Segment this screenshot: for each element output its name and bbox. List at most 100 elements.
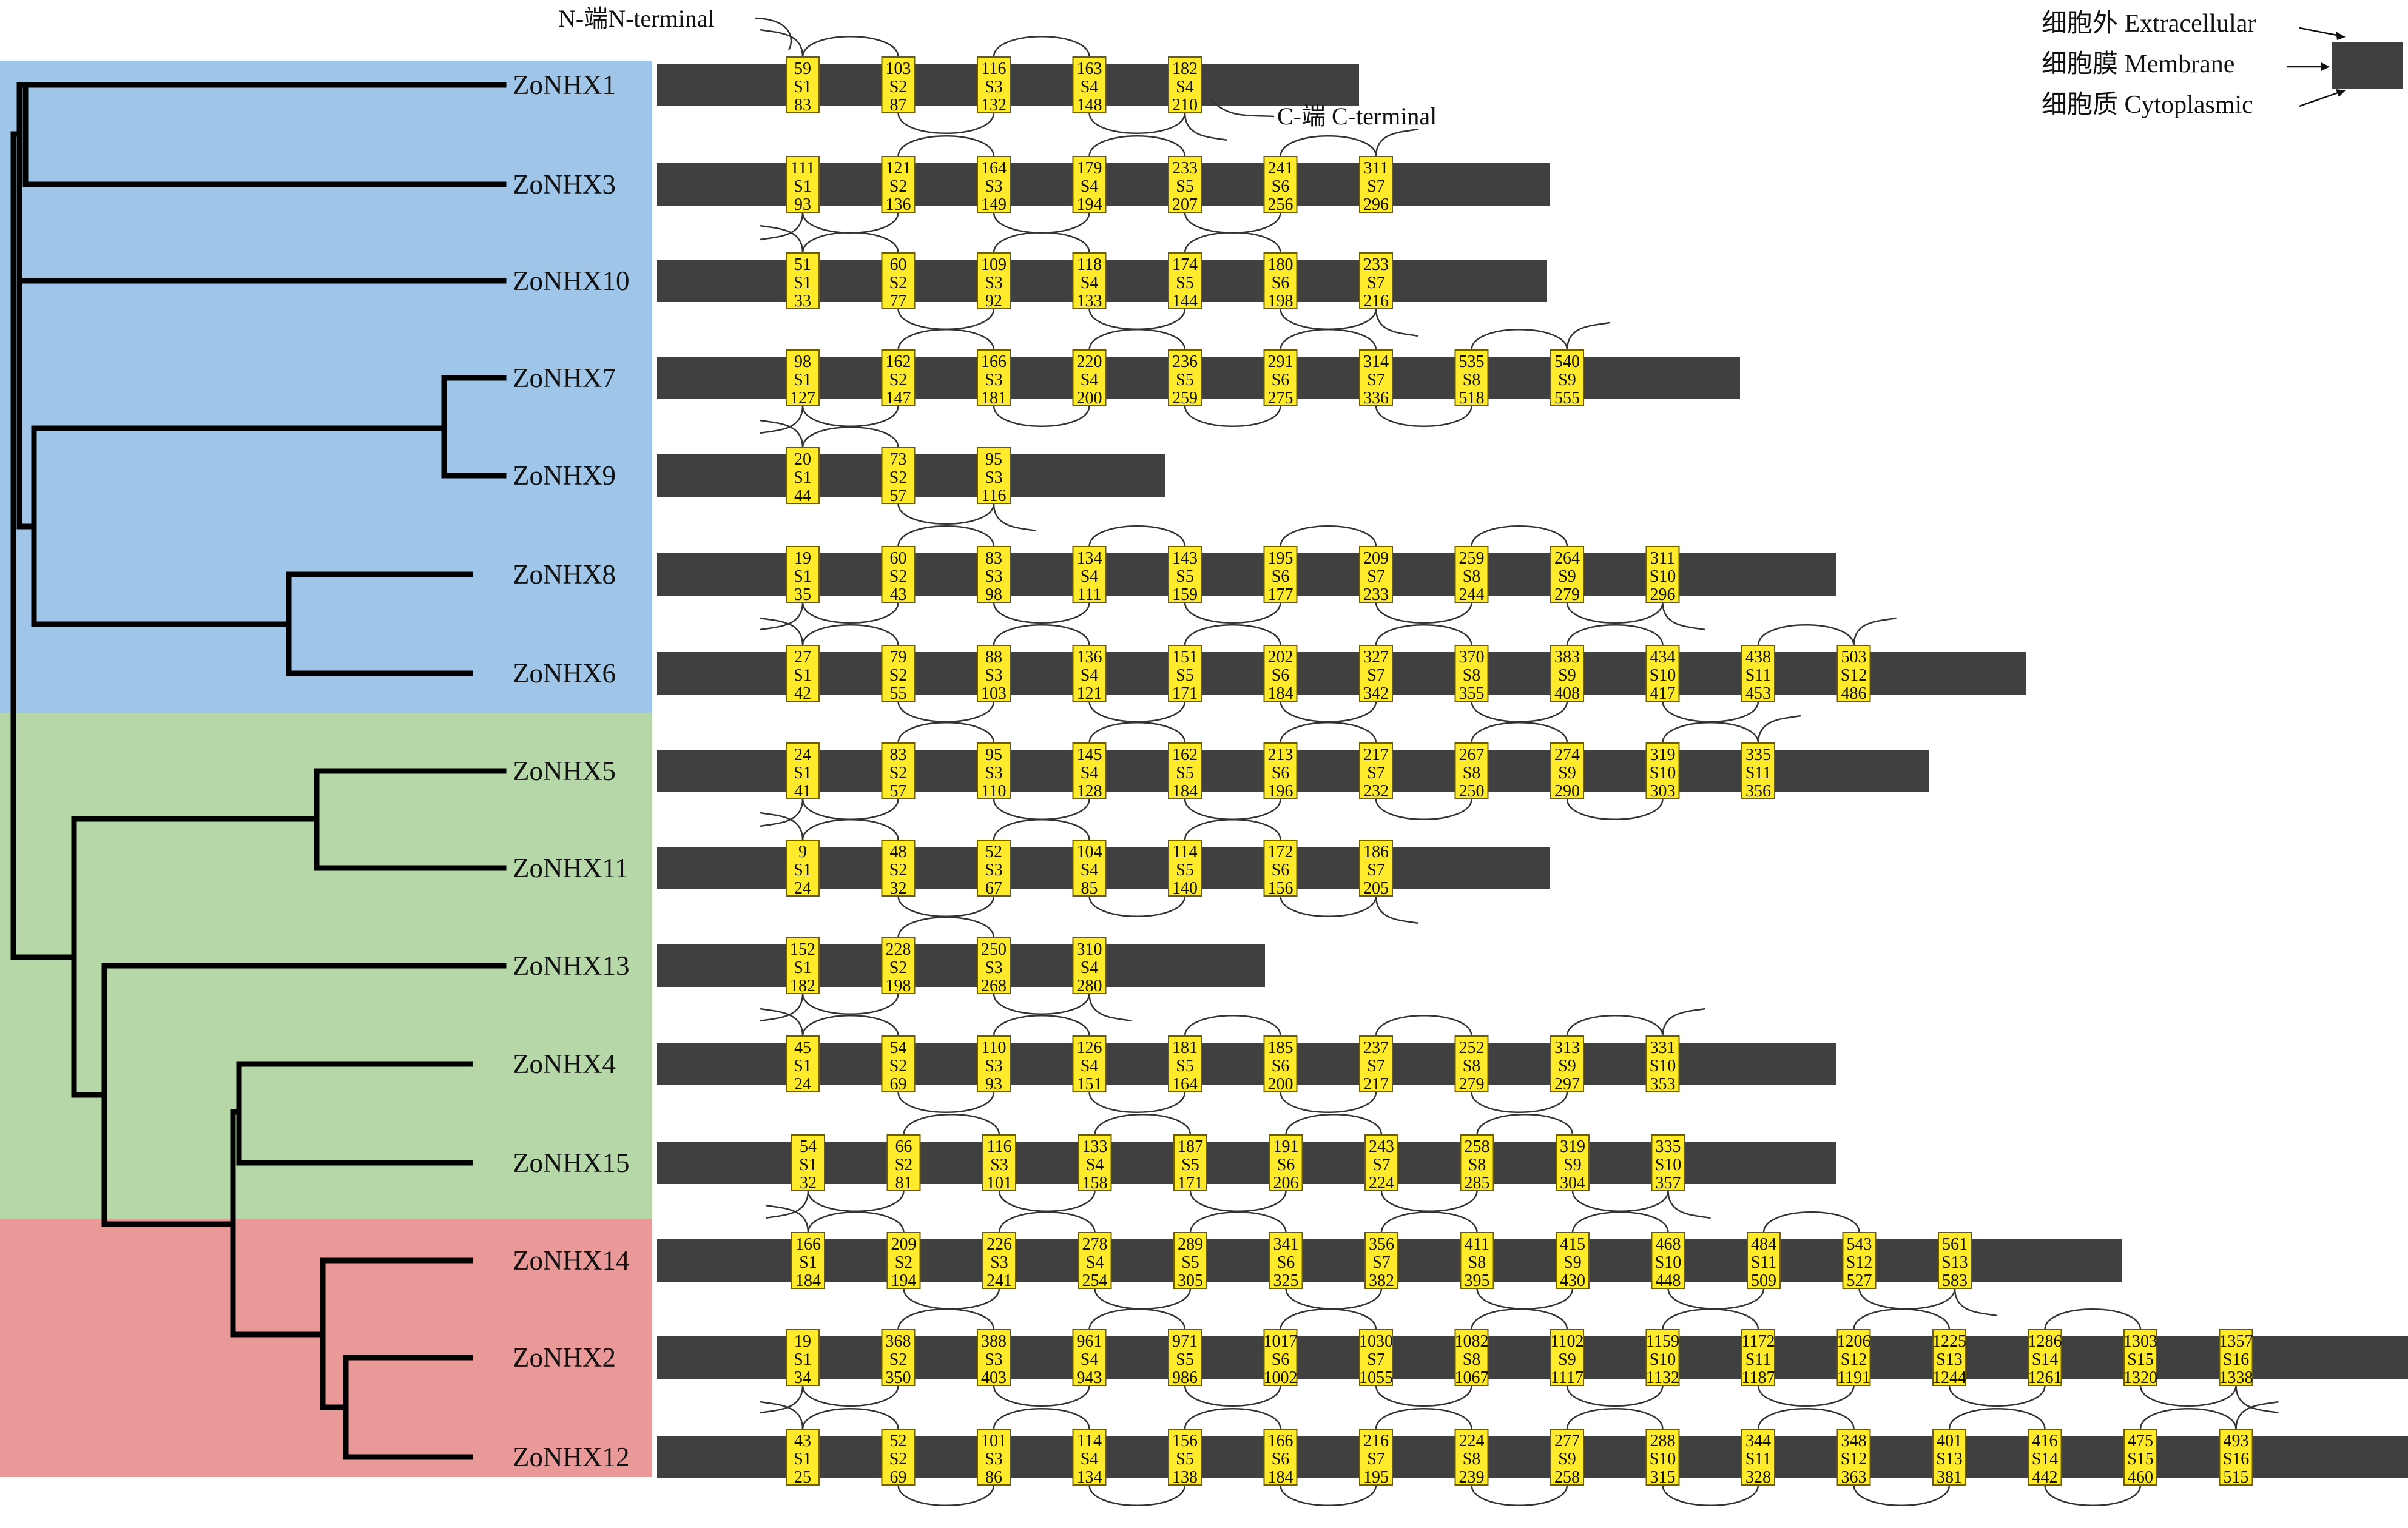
loop-connector xyxy=(1375,405,1472,427)
segment-id: S1 xyxy=(794,468,812,487)
segment-id: S6 xyxy=(1272,861,1290,880)
segment-start-position: 27 xyxy=(794,648,811,667)
loop-connector xyxy=(903,1114,1000,1136)
segment-end-position: 134 xyxy=(1077,1468,1102,1487)
segment-id: S3 xyxy=(985,1350,1003,1369)
segment-end-position: 460 xyxy=(2128,1468,2153,1487)
segment-id: S11 xyxy=(1745,1450,1772,1469)
segment-id: S12 xyxy=(1841,1350,1867,1369)
segment-box xyxy=(1072,840,1107,897)
segment-end-position: 111 xyxy=(1078,585,1102,604)
segment-id: S8 xyxy=(1468,1156,1486,1174)
loop-connector xyxy=(1375,1408,1472,1430)
loop-connector xyxy=(1280,895,1377,917)
segment-box xyxy=(881,252,916,309)
segment-id: S11 xyxy=(1751,1253,1777,1272)
loop-connector xyxy=(1757,624,1855,646)
segment-box xyxy=(977,447,1011,504)
loop-connector xyxy=(801,1408,899,1430)
segment-start-position: 241 xyxy=(1268,159,1293,178)
loop-connector xyxy=(801,426,899,448)
segment-box xyxy=(786,156,820,213)
segment-end-position: 206 xyxy=(1273,1174,1299,1193)
segment-box xyxy=(1269,1134,1303,1191)
segment-id: S4 xyxy=(1081,371,1099,389)
segment-start-position: 368 xyxy=(886,1332,911,1351)
segment-box xyxy=(1359,1429,1393,1486)
segment-box xyxy=(1263,349,1298,406)
segment-id: S9 xyxy=(1558,764,1576,783)
loop-connector xyxy=(1375,1385,1472,1407)
segment-id: S3 xyxy=(985,861,1003,880)
segment-box xyxy=(1173,1134,1207,1191)
loop-connector xyxy=(1375,624,1472,646)
c-terminal-tail xyxy=(1375,308,1419,337)
segment-start-position: 1286 xyxy=(2028,1332,2062,1351)
segment-end-position: 55 xyxy=(890,684,907,703)
segment-id: S5 xyxy=(1176,764,1194,783)
segment-box xyxy=(1359,546,1393,603)
protein-name-label: ZoNHX8 xyxy=(513,559,616,590)
n-terminal-tail xyxy=(760,602,804,631)
segment-box xyxy=(1645,1429,1680,1486)
segment-end-position: 171 xyxy=(1172,684,1198,703)
segment-end-position: 43 xyxy=(890,585,907,604)
loop-connector xyxy=(993,798,1090,820)
segment-box xyxy=(1078,1232,1112,1289)
segment-end-position: 140 xyxy=(1172,879,1198,898)
segment-end-position: 1002 xyxy=(1264,1368,1298,1387)
segment-box xyxy=(977,1035,1011,1092)
segment-id: S4 xyxy=(1086,1156,1104,1174)
segment-id: S4 xyxy=(1081,1450,1099,1469)
legend-membrane-swatch xyxy=(2332,42,2403,89)
segment-end-position: 156 xyxy=(1268,879,1293,898)
segment-end-position: 85 xyxy=(1081,879,1098,898)
segment-start-position: 561 xyxy=(1942,1235,1968,1254)
segment-end-position: 121 xyxy=(1077,684,1102,703)
n-terminal-tail xyxy=(760,1401,804,1430)
segment-end-position: 98 xyxy=(985,585,1002,604)
segment-end-position: 417 xyxy=(1650,684,1676,703)
segment-start-position: 216 xyxy=(1363,1432,1389,1450)
segment-id: S6 xyxy=(1272,177,1290,196)
segment-end-position: 296 xyxy=(1650,585,1676,604)
segment-start-position: 220 xyxy=(1077,352,1102,371)
segment-id: S9 xyxy=(1558,1350,1576,1369)
segment-id: S7 xyxy=(1372,1253,1391,1272)
segment-id: S8 xyxy=(1463,371,1481,389)
n-terminal-tail xyxy=(760,212,804,241)
c-terminal-tail xyxy=(1375,895,1419,924)
segment-box xyxy=(1741,742,1775,799)
segment-box xyxy=(886,1134,921,1191)
segment-id: S1 xyxy=(794,1450,812,1469)
segment-start-position: 145 xyxy=(1077,745,1102,764)
segment-end-position: 34 xyxy=(794,1368,811,1387)
segment-start-position: 143 xyxy=(1172,549,1198,568)
segment-end-position: 103 xyxy=(981,684,1007,703)
segment-end-position: 280 xyxy=(1077,977,1102,995)
segment-box xyxy=(2123,1329,2157,1386)
loop-connector xyxy=(2139,1385,2237,1407)
protein-bar xyxy=(657,1436,2408,1478)
segment-id: S7 xyxy=(1367,1450,1385,1469)
segment-id: S10 xyxy=(1655,1156,1682,1174)
